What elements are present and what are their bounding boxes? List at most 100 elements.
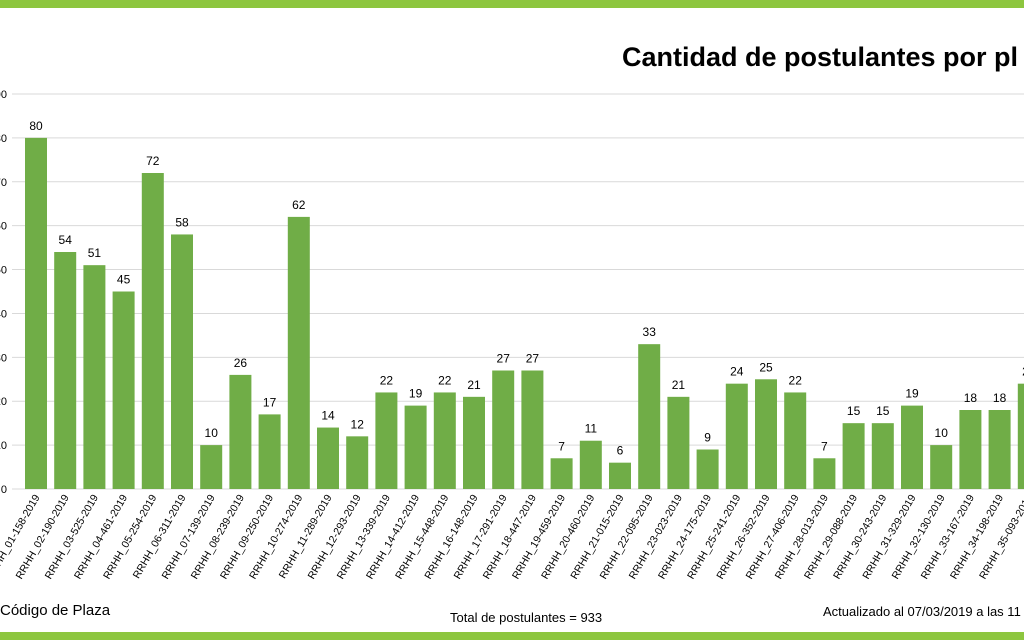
x-tick-label: RRHH_33-167-2019 <box>919 492 977 581</box>
bar <box>784 392 807 489</box>
x-tick-label: RRHH_17-291-2019 <box>452 492 510 581</box>
y-tick-label: 20 <box>0 396 7 408</box>
bar <box>871 423 894 489</box>
data-label: 24 <box>730 365 744 379</box>
x-tick-label: RRHH_21-015-2019 <box>568 492 626 581</box>
x-tick-label: RRHH_23-023-2019 <box>627 492 685 581</box>
x-tick-label: RRHH_08-239-2019 <box>189 492 247 581</box>
chart-title: Cantidad de postulantes por pl <box>622 42 1018 72</box>
x-axis-label: Código de Plaza <box>0 602 111 619</box>
bar <box>112 291 135 489</box>
data-label: 62 <box>292 198 306 212</box>
bar <box>200 445 223 489</box>
data-label: 27 <box>497 352 511 366</box>
total-note: Total de postulantes = 933 <box>450 610 602 625</box>
y-tick-label: 80 <box>0 133 7 145</box>
data-label: 27 <box>526 352 540 366</box>
x-tick-label: RRHH_05-254-2019 <box>101 492 159 581</box>
x-tick-label: RRHH_07-139-2019 <box>160 492 218 581</box>
data-label: 26 <box>234 356 248 370</box>
x-tick-label: RRHH_24-175-2019 <box>656 492 714 581</box>
x-tick-label: RRHH_13-339-2019 <box>335 492 393 581</box>
bar <box>463 396 485 489</box>
x-tick-label: RRHH_09-250-2019 <box>218 492 276 581</box>
data-label: 11 <box>585 422 598 436</box>
data-label: 18 <box>964 391 978 405</box>
x-tick-label: RRHH_18-447-2019 <box>481 492 539 581</box>
bar <box>959 410 982 489</box>
data-label: 22 <box>438 373 452 387</box>
x-tick-label: RRHH_29-088-2019 <box>802 492 860 581</box>
bar <box>433 392 456 489</box>
x-tick-label: RRHH_12-293-2019 <box>306 492 364 581</box>
bar <box>404 405 427 489</box>
x-tick-label: RRHH_20-460-2019 <box>539 492 597 581</box>
x-tick-label: RRHH_15-448-2019 <box>393 492 451 581</box>
bar <box>346 436 369 489</box>
bar <box>229 374 252 489</box>
bar <box>696 449 719 489</box>
x-tick-label: RRHH_28-013-2019 <box>773 492 831 581</box>
x-tick-label: RRHH_02-190-2019 <box>14 492 72 581</box>
bar <box>988 410 1011 489</box>
bar <box>667 396 690 489</box>
bar <box>258 414 281 489</box>
bar <box>638 344 661 489</box>
y-tick-label: 70 <box>0 177 7 189</box>
y-tick-label: 50 <box>0 265 7 277</box>
bar <box>141 173 164 489</box>
data-label: 12 <box>351 417 365 431</box>
data-label: 22 <box>380 373 394 387</box>
data-label: 15 <box>876 404 890 418</box>
data-label: 80 <box>29 119 43 133</box>
bar <box>930 445 953 489</box>
y-tick-label: 90 <box>0 89 7 101</box>
data-label: 25 <box>759 360 773 374</box>
data-label: 19 <box>409 387 423 401</box>
x-tick-label: RRHH_30-243-2019 <box>831 492 889 581</box>
bottom-band <box>0 632 1024 640</box>
top-band <box>0 0 1024 8</box>
data-label: 51 <box>88 246 102 260</box>
data-label: 15 <box>847 404 861 418</box>
data-label: 10 <box>205 426 219 440</box>
x-tick-label: RRHH_04-461-2019 <box>72 492 130 581</box>
data-label: 9 <box>704 431 711 445</box>
data-label: 24 <box>1022 365 1024 379</box>
x-tick-label: RRHH_03-525-2019 <box>43 492 101 581</box>
x-tick-label: RRHH_06-311-2019 <box>131 492 189 580</box>
bar <box>375 392 398 489</box>
x-tick-label: RRHH_10-274-2019 <box>247 492 305 581</box>
bar <box>492 370 515 489</box>
bar <box>171 234 193 489</box>
bar <box>842 423 865 489</box>
x-tick-label: RRHH_32-130-2019 <box>890 492 948 581</box>
bar <box>287 216 310 489</box>
bar <box>25 137 47 489</box>
data-label: 18 <box>993 391 1007 405</box>
x-tick-label: RRHH_31-329-2019 <box>860 492 918 581</box>
bar <box>755 379 777 489</box>
x-tick-label: RRHH_34-198-2019 <box>948 492 1006 581</box>
x-tick-label: RRHH_22-095-2019 <box>598 492 656 581</box>
y-tick-label: 10 <box>0 440 7 452</box>
data-label: 58 <box>175 215 189 229</box>
data-label: 33 <box>643 325 657 339</box>
bar <box>725 383 748 489</box>
x-tick-label: RRHH_19-459-2019 <box>510 492 568 581</box>
data-label: 7 <box>821 439 828 453</box>
bar <box>54 252 77 489</box>
x-tick-label: RRHH_11-289-2019 <box>277 492 335 580</box>
x-tick-label: RRHH_25-241-2019 <box>685 492 743 581</box>
bar <box>550 458 573 489</box>
data-label: 21 <box>467 378 481 392</box>
x-tick-label: RRHH_27-406-2019 <box>744 492 802 581</box>
data-label: 17 <box>263 395 277 409</box>
data-label: 14 <box>321 409 335 423</box>
y-tick-label: 30 <box>0 352 7 364</box>
y-tick-label: 60 <box>0 221 7 233</box>
bar <box>901 405 923 489</box>
bar <box>521 370 544 489</box>
y-tick-label: 0 <box>1 484 7 496</box>
